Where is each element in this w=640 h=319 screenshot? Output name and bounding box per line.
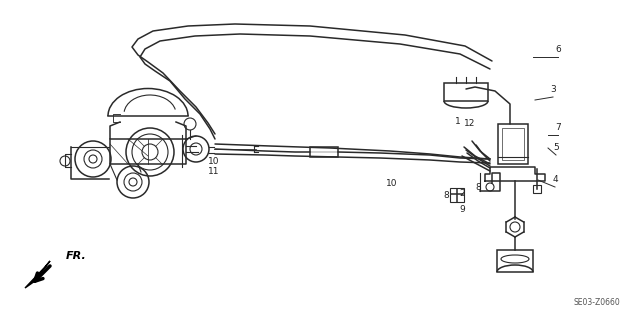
- Text: 8: 8: [443, 190, 449, 199]
- Text: 4: 4: [552, 175, 558, 184]
- Text: 10: 10: [387, 179, 397, 188]
- Bar: [498, 124, 528, 164]
- Bar: [533, 185, 541, 193]
- Bar: [450, 188, 464, 202]
- Text: 6: 6: [555, 46, 561, 55]
- Polygon shape: [25, 261, 50, 288]
- Bar: [497, 250, 533, 272]
- Text: 8: 8: [475, 182, 481, 191]
- Text: SE03-Z0660: SE03-Z0660: [573, 298, 620, 307]
- Bar: [502, 128, 524, 160]
- Text: 9: 9: [459, 205, 465, 214]
- Bar: [444, 83, 488, 101]
- Text: 7: 7: [555, 123, 561, 132]
- Text: 1: 1: [455, 117, 461, 127]
- Text: 3: 3: [550, 85, 556, 94]
- Text: 10: 10: [208, 158, 220, 167]
- Bar: [310, 147, 338, 157]
- Text: 5: 5: [553, 144, 559, 152]
- Text: 12: 12: [464, 118, 476, 128]
- Text: 2: 2: [459, 189, 465, 197]
- Text: FR.: FR.: [66, 251, 87, 261]
- Text: 11: 11: [208, 167, 220, 176]
